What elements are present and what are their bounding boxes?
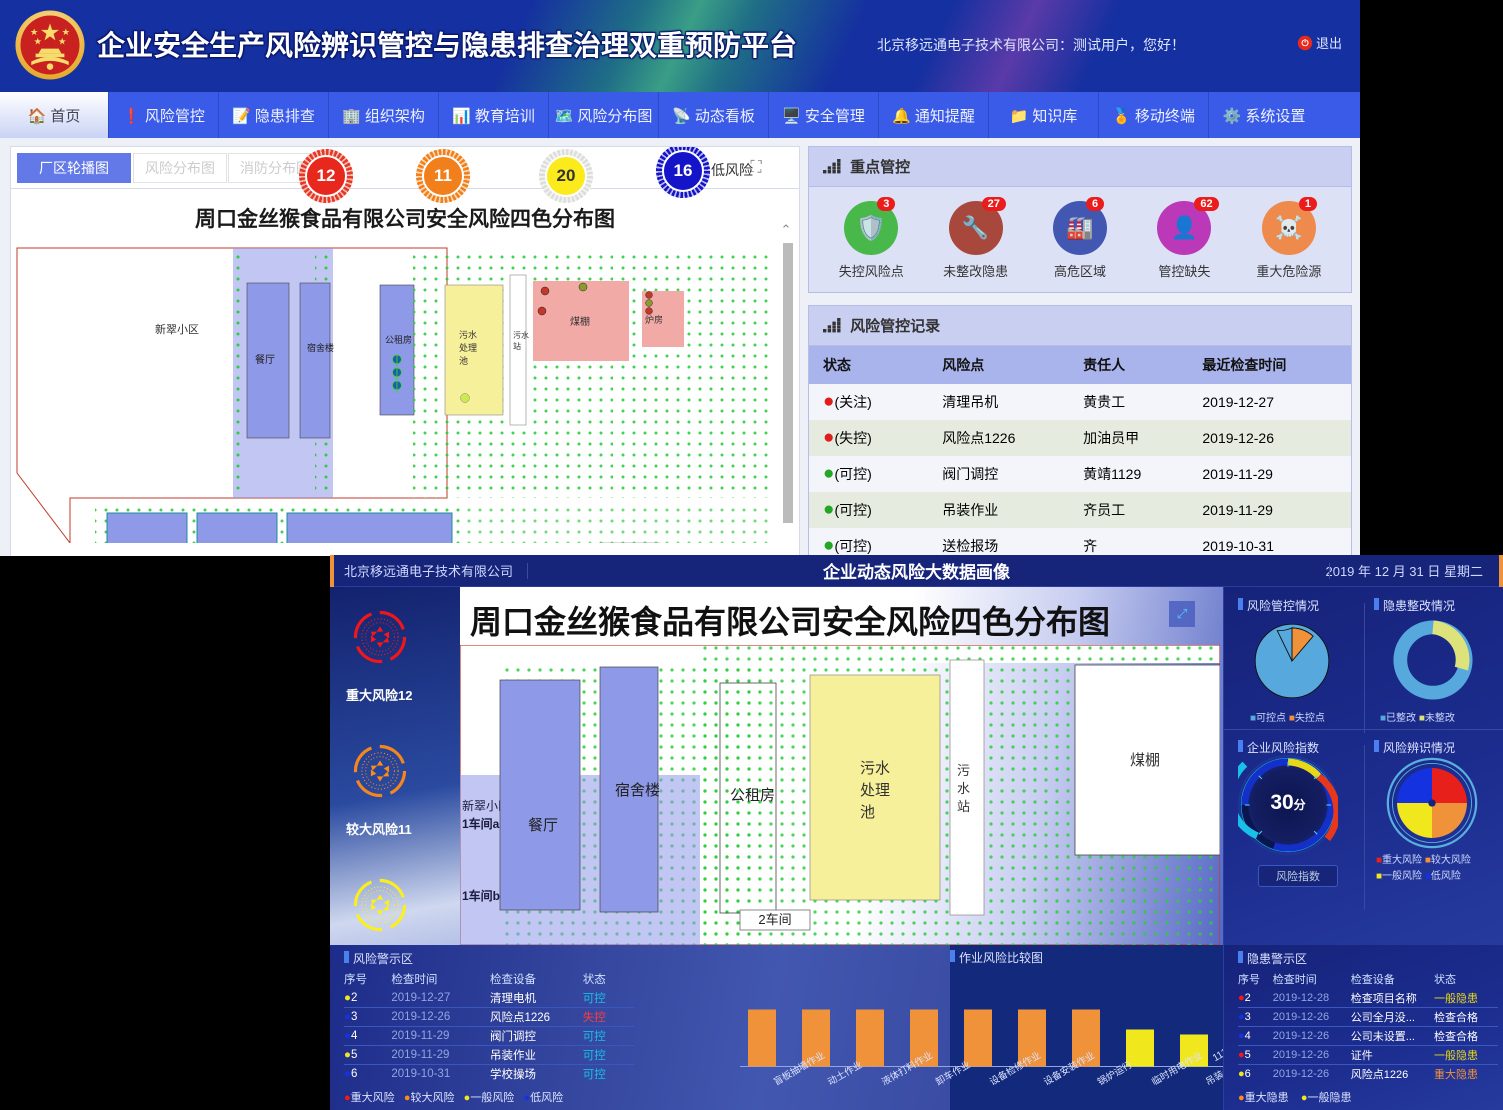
svg-text:卸车作业: 卸车作业 [934, 1059, 973, 1088]
svg-text:炉房: 炉房 [645, 314, 663, 325]
svg-text:餐厅: 餐厅 [528, 817, 558, 834]
svg-text:公租房: 公租房 [730, 787, 775, 804]
svg-text:宿舍楼: 宿舍楼 [615, 782, 660, 799]
svg-text:⏻: ⏻ [1302, 38, 1310, 48]
svg-text:污水: 污水 [459, 329, 477, 340]
svg-text:水: 水 [957, 781, 970, 796]
svg-text:设备检修作业: 设备检修作业 [988, 1049, 1043, 1088]
svg-text:污水: 污水 [860, 760, 890, 777]
svg-text:设备安装作业: 设备安装作业 [1042, 1049, 1097, 1088]
svg-text:污水: 污水 [513, 330, 529, 340]
svg-text:宿舍楼: 宿舍楼 [307, 342, 334, 353]
svg-text:处理: 处理 [860, 782, 890, 799]
svg-text:餐厅: 餐厅 [255, 353, 275, 366]
svg-text:2车间: 2车间 [758, 912, 791, 927]
svg-text:处理: 处理 [459, 342, 477, 353]
svg-text:盲板抽墙作业: 盲板抽墙作业 [772, 1049, 827, 1088]
svg-text:站: 站 [513, 341, 521, 351]
svg-text:站: 站 [957, 799, 970, 814]
svg-text:公租房: 公租房 [385, 334, 412, 345]
svg-text:池: 池 [459, 355, 468, 366]
svg-text:池: 池 [860, 804, 875, 821]
svg-text:液体打料作业: 液体打料作业 [880, 1049, 935, 1088]
svg-text:动土作业: 动土作业 [826, 1059, 865, 1088]
svg-text:新翠小区: 新翠小区 [155, 322, 199, 336]
svg-text:煤棚: 煤棚 [1130, 752, 1160, 769]
svg-text:锅炉运行: 锅炉运行 [1096, 1058, 1135, 1088]
svg-text:临时用电作业: 临时用电作业 [1150, 1049, 1205, 1088]
svg-text:煤棚: 煤棚 [570, 315, 590, 328]
svg-text:污: 污 [957, 763, 970, 778]
